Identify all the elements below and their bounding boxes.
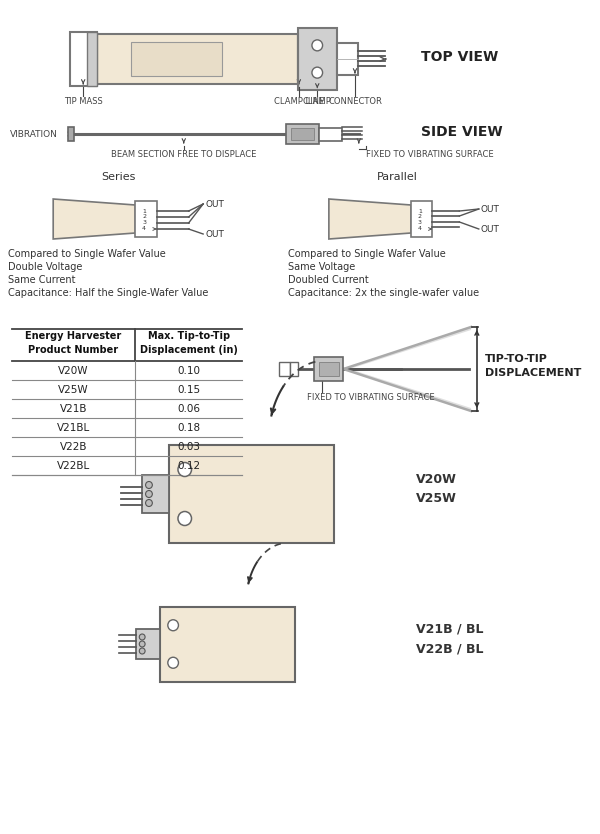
Polygon shape bbox=[343, 367, 471, 411]
Bar bbox=[411, 201, 433, 237]
Text: V21BL: V21BL bbox=[57, 423, 90, 433]
Text: TIP-TO-TIP
DISPLACEMENT: TIP-TO-TIP DISPLACEMENT bbox=[485, 354, 581, 378]
Text: CLAMP: CLAMP bbox=[303, 97, 332, 105]
Text: 4: 4 bbox=[418, 225, 422, 230]
Bar bbox=[131, 42, 223, 76]
Text: CLAMP LINE: CLAMP LINE bbox=[274, 97, 324, 105]
Text: 0.18: 0.18 bbox=[177, 423, 200, 433]
Text: V21B / BL
V22B / BL: V21B / BL V22B / BL bbox=[416, 623, 484, 655]
Text: FIXED TO VIBRATING SURFACE: FIXED TO VIBRATING SURFACE bbox=[365, 149, 493, 158]
Text: 3: 3 bbox=[418, 219, 422, 224]
Text: Doubled Current: Doubled Current bbox=[288, 275, 369, 285]
Text: V25W: V25W bbox=[58, 384, 89, 394]
Text: Compared to Single Wafer Value: Compared to Single Wafer Value bbox=[288, 249, 446, 259]
Text: Same Current: Same Current bbox=[8, 275, 75, 285]
Circle shape bbox=[139, 641, 145, 647]
Text: Compared to Single Wafer Value: Compared to Single Wafer Value bbox=[8, 249, 166, 259]
Text: TIP MASS: TIP MASS bbox=[64, 97, 103, 105]
Text: 0.12: 0.12 bbox=[177, 460, 200, 470]
Circle shape bbox=[146, 500, 152, 506]
Text: Energy Harvester
Product Number: Energy Harvester Product Number bbox=[25, 331, 122, 354]
Text: 1: 1 bbox=[418, 208, 422, 214]
Bar bbox=[70, 32, 97, 86]
Text: 2: 2 bbox=[418, 214, 422, 219]
Text: 0.06: 0.06 bbox=[177, 404, 200, 414]
Circle shape bbox=[146, 490, 152, 498]
Circle shape bbox=[146, 481, 152, 489]
Text: 4: 4 bbox=[142, 225, 146, 230]
Text: OUT: OUT bbox=[205, 229, 224, 239]
Text: CONNECTOR: CONNECTOR bbox=[328, 97, 382, 105]
Text: TOP VIEW: TOP VIEW bbox=[421, 50, 498, 64]
Text: OUT: OUT bbox=[481, 204, 500, 214]
Text: Same Voltage: Same Voltage bbox=[288, 262, 355, 272]
Text: V20W: V20W bbox=[58, 365, 89, 375]
Circle shape bbox=[168, 657, 178, 668]
Text: V22BL: V22BL bbox=[57, 460, 90, 470]
Bar bbox=[169, 445, 334, 543]
Circle shape bbox=[139, 634, 145, 640]
Text: SIDE VIEW: SIDE VIEW bbox=[421, 125, 502, 139]
Circle shape bbox=[312, 68, 323, 78]
Bar bbox=[142, 475, 169, 513]
Bar bbox=[337, 43, 358, 75]
Text: 2: 2 bbox=[142, 214, 146, 219]
Bar bbox=[298, 28, 337, 90]
Bar bbox=[278, 362, 290, 376]
Text: BEAM SECTION FREE TO DISPLACE: BEAM SECTION FREE TO DISPLACE bbox=[111, 149, 256, 158]
Text: OUT: OUT bbox=[205, 199, 224, 208]
Text: VIBRATION: VIBRATION bbox=[10, 129, 58, 138]
Text: 1: 1 bbox=[142, 208, 146, 214]
Bar bbox=[97, 34, 298, 84]
Circle shape bbox=[139, 648, 145, 654]
Bar bbox=[136, 629, 160, 659]
Polygon shape bbox=[53, 199, 136, 239]
Text: V21B: V21B bbox=[60, 404, 87, 414]
Text: V22B: V22B bbox=[60, 441, 87, 451]
Text: Max. Tip-to-Tip
Displacement (in): Max. Tip-to-Tip Displacement (in) bbox=[140, 331, 238, 354]
Text: Capacitance: Half the Single-Wafer Value: Capacitance: Half the Single-Wafer Value bbox=[8, 288, 208, 298]
Text: 0.15: 0.15 bbox=[177, 384, 200, 394]
Polygon shape bbox=[343, 327, 471, 371]
Bar bbox=[319, 362, 338, 376]
Text: 0.03: 0.03 bbox=[177, 441, 200, 451]
Bar bbox=[314, 357, 343, 381]
Text: 3: 3 bbox=[142, 219, 146, 224]
Bar bbox=[87, 32, 97, 86]
Text: Series: Series bbox=[101, 172, 136, 182]
Bar bbox=[286, 124, 319, 144]
Text: OUT: OUT bbox=[481, 224, 500, 234]
Text: Parallel: Parallel bbox=[377, 172, 418, 182]
Text: FIXED TO VIBRATING SURFACE: FIXED TO VIBRATING SURFACE bbox=[307, 393, 434, 401]
Text: 0.10: 0.10 bbox=[177, 365, 200, 375]
Circle shape bbox=[178, 463, 191, 476]
Text: Double Voltage: Double Voltage bbox=[8, 262, 82, 272]
Text: V20W
V25W: V20W V25W bbox=[416, 473, 457, 505]
Polygon shape bbox=[329, 199, 411, 239]
Circle shape bbox=[178, 511, 191, 525]
Bar bbox=[291, 128, 314, 140]
Bar bbox=[160, 606, 295, 681]
Circle shape bbox=[168, 620, 178, 631]
Bar bbox=[319, 128, 343, 140]
Circle shape bbox=[312, 40, 323, 51]
Text: Capacitance: 2x the single-wafer value: Capacitance: 2x the single-wafer value bbox=[288, 288, 479, 298]
Bar bbox=[136, 201, 157, 237]
Bar bbox=[290, 362, 298, 376]
Bar bbox=[68, 127, 74, 141]
